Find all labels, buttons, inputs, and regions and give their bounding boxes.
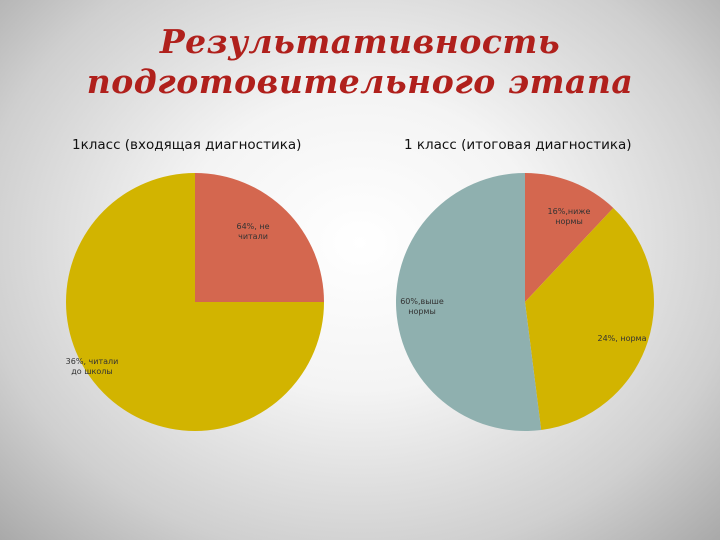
pie-slice (195, 173, 324, 302)
title-line-1: Результативность (159, 22, 561, 61)
pie-slice (395, 173, 542, 431)
slice-label: 36%, читали до школы (66, 357, 119, 376)
slice-label: 16%,ниже нормы (548, 207, 591, 226)
pie-slice (525, 207, 655, 430)
slice-label: 60%,выше нормы (400, 297, 444, 316)
pie-slice (525, 173, 614, 302)
chart-title-entry: 1класс (входящая диагностика) (72, 137, 302, 153)
page-title: Результативность подготовительного этапа (0, 22, 720, 102)
pie-chart-entry: 64%, не читали 36%, читали до школы (66, 173, 324, 431)
pie-slice (66, 173, 324, 431)
slice-label: 64%, не читали (236, 222, 269, 241)
slice-label: 24%, норма (597, 334, 646, 343)
chart-title-final: 1 класс (итоговая диагностика) (404, 137, 632, 153)
title-line-2: подготовительного этапа (86, 62, 634, 101)
pie-chart-final: 16%,ниже нормы 24%, норма 60%,выше нормы (395, 173, 655, 431)
